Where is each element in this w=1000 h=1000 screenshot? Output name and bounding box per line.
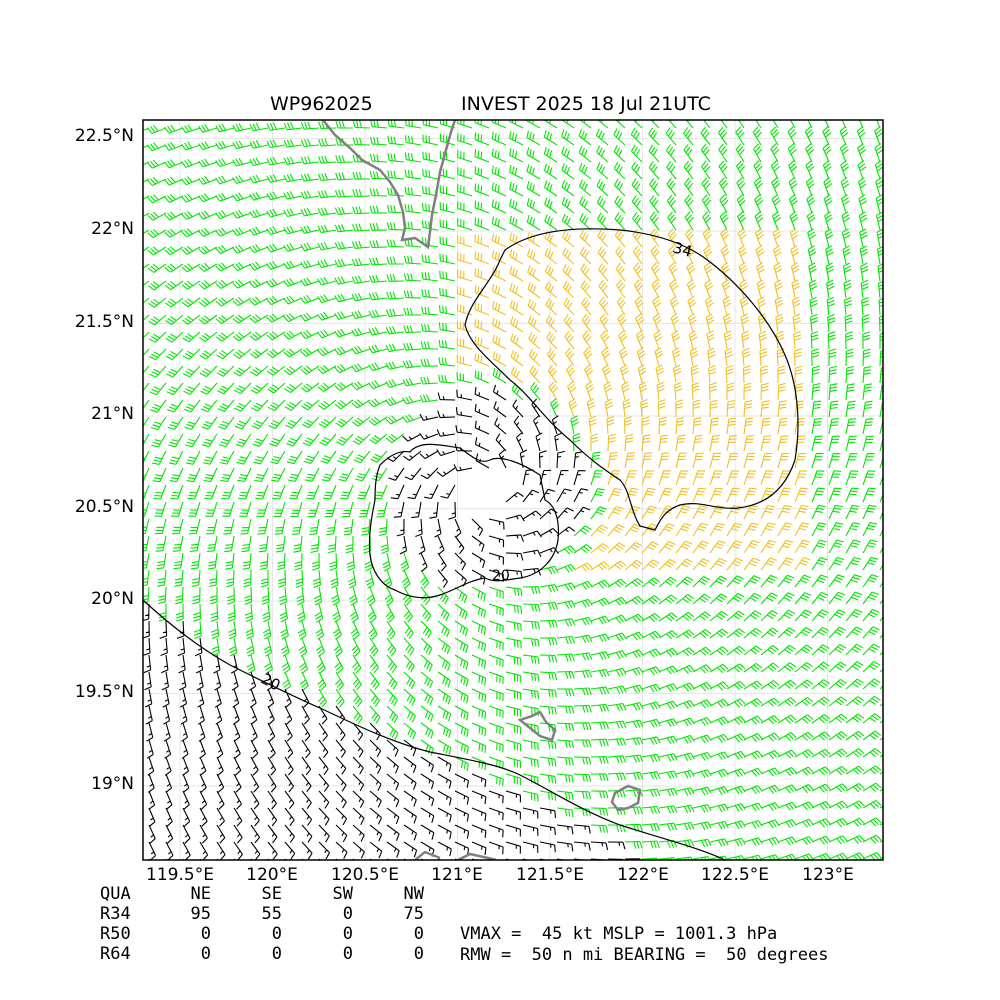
- stats-vmax-mslp: VMAX = 45 kt MSLP = 1001.3 hPa: [460, 924, 778, 944]
- table-cell: 95: [190, 904, 211, 924]
- lat-tick-label: 19.5°N: [74, 682, 134, 702]
- lat-tick-label: 19°N: [91, 774, 134, 794]
- lat-tick-label: 20.5°N: [74, 497, 134, 517]
- table-cell: 0: [200, 944, 211, 964]
- lat-tick-label: 21°N: [91, 404, 134, 424]
- wind-barbs-below-34kt: [143, 120, 883, 860]
- gridlines: [143, 120, 883, 860]
- storm-time-title: INVEST 2025 18 Jul 21UTC: [461, 93, 711, 115]
- contour-20kt-outer: [143, 599, 726, 860]
- storm-stats: VMAX = 45 kt MSLP = 1001.3 hPa RMW = 50 n…: [460, 924, 828, 966]
- table-cell: 0: [413, 924, 424, 944]
- table-row-label: R50: [100, 924, 131, 944]
- table-header-cell: QUA: [100, 884, 131, 904]
- wind-barbs-weak: [143, 384, 641, 860]
- lon-tick-label: 120.5°E: [331, 865, 399, 885]
- lat-tick-label: 22.5°N: [74, 126, 134, 146]
- table-header-cell: SE: [261, 884, 282, 904]
- contour-label-20-inner: 20: [492, 568, 510, 584]
- table-header-cell: NW: [403, 884, 424, 904]
- contour-34kt: [464, 228, 799, 531]
- table-cell: 0: [271, 924, 282, 944]
- table-cell: 0: [342, 904, 353, 924]
- stats-rmw-bearing: RMW = 50 n mi BEARING = 50 degrees: [460, 945, 829, 965]
- table-cell: 75: [403, 904, 424, 924]
- table-header-cell: NE: [190, 884, 211, 904]
- lat-tick-label: 20°N: [91, 589, 134, 609]
- wind-contours: [143, 228, 799, 860]
- table-header-row: QUA NE SE SW NW: [100, 884, 424, 904]
- lon-tick-label: 123°E: [802, 865, 854, 885]
- lon-tick-label: 122°E: [617, 865, 669, 885]
- lon-tick-label: 121.5°E: [516, 865, 584, 885]
- lat-tick-label: 22°N: [91, 219, 134, 239]
- wind-barbs: [143, 120, 883, 860]
- lon-tick-label: 121°E: [431, 865, 483, 885]
- contour-label-34: 34: [671, 238, 694, 260]
- map-frame: [142, 119, 884, 861]
- lon-tick-label: 120°E: [246, 865, 298, 885]
- wind-radii-table: QUA NE SE SW NW R34 95 55 0 75 R50 0 0 0…: [100, 884, 424, 964]
- table-cell: 55: [261, 904, 282, 924]
- wind-barbs-34kt: [456, 228, 811, 572]
- table-cell: 0: [271, 944, 282, 964]
- contour-label-20-outer: 20: [258, 670, 283, 695]
- table-row: R64 0 0 0 0: [100, 944, 424, 964]
- table-row-label: R34: [100, 904, 131, 924]
- coastline-taiwan: [322, 120, 457, 250]
- storm-id-title: WP962025: [270, 93, 373, 115]
- coastline-islands: [414, 710, 642, 860]
- lon-tick-label: 119.5°E: [146, 865, 214, 885]
- table-cell: 0: [342, 924, 353, 944]
- table-row: R50 0 0 0 0: [100, 924, 424, 944]
- lat-tick-label: 21.5°N: [74, 312, 134, 332]
- table-row-label: R64: [100, 944, 131, 964]
- contour-20kt-inner: [368, 443, 560, 599]
- table-cell: 0: [342, 944, 353, 964]
- table-row: R34 95 55 0 75: [100, 904, 424, 924]
- table-header-cell: SW: [332, 884, 353, 904]
- table-cell: 0: [413, 944, 424, 964]
- table-cell: 0: [200, 924, 211, 944]
- lon-tick-label: 122.5°E: [701, 865, 769, 885]
